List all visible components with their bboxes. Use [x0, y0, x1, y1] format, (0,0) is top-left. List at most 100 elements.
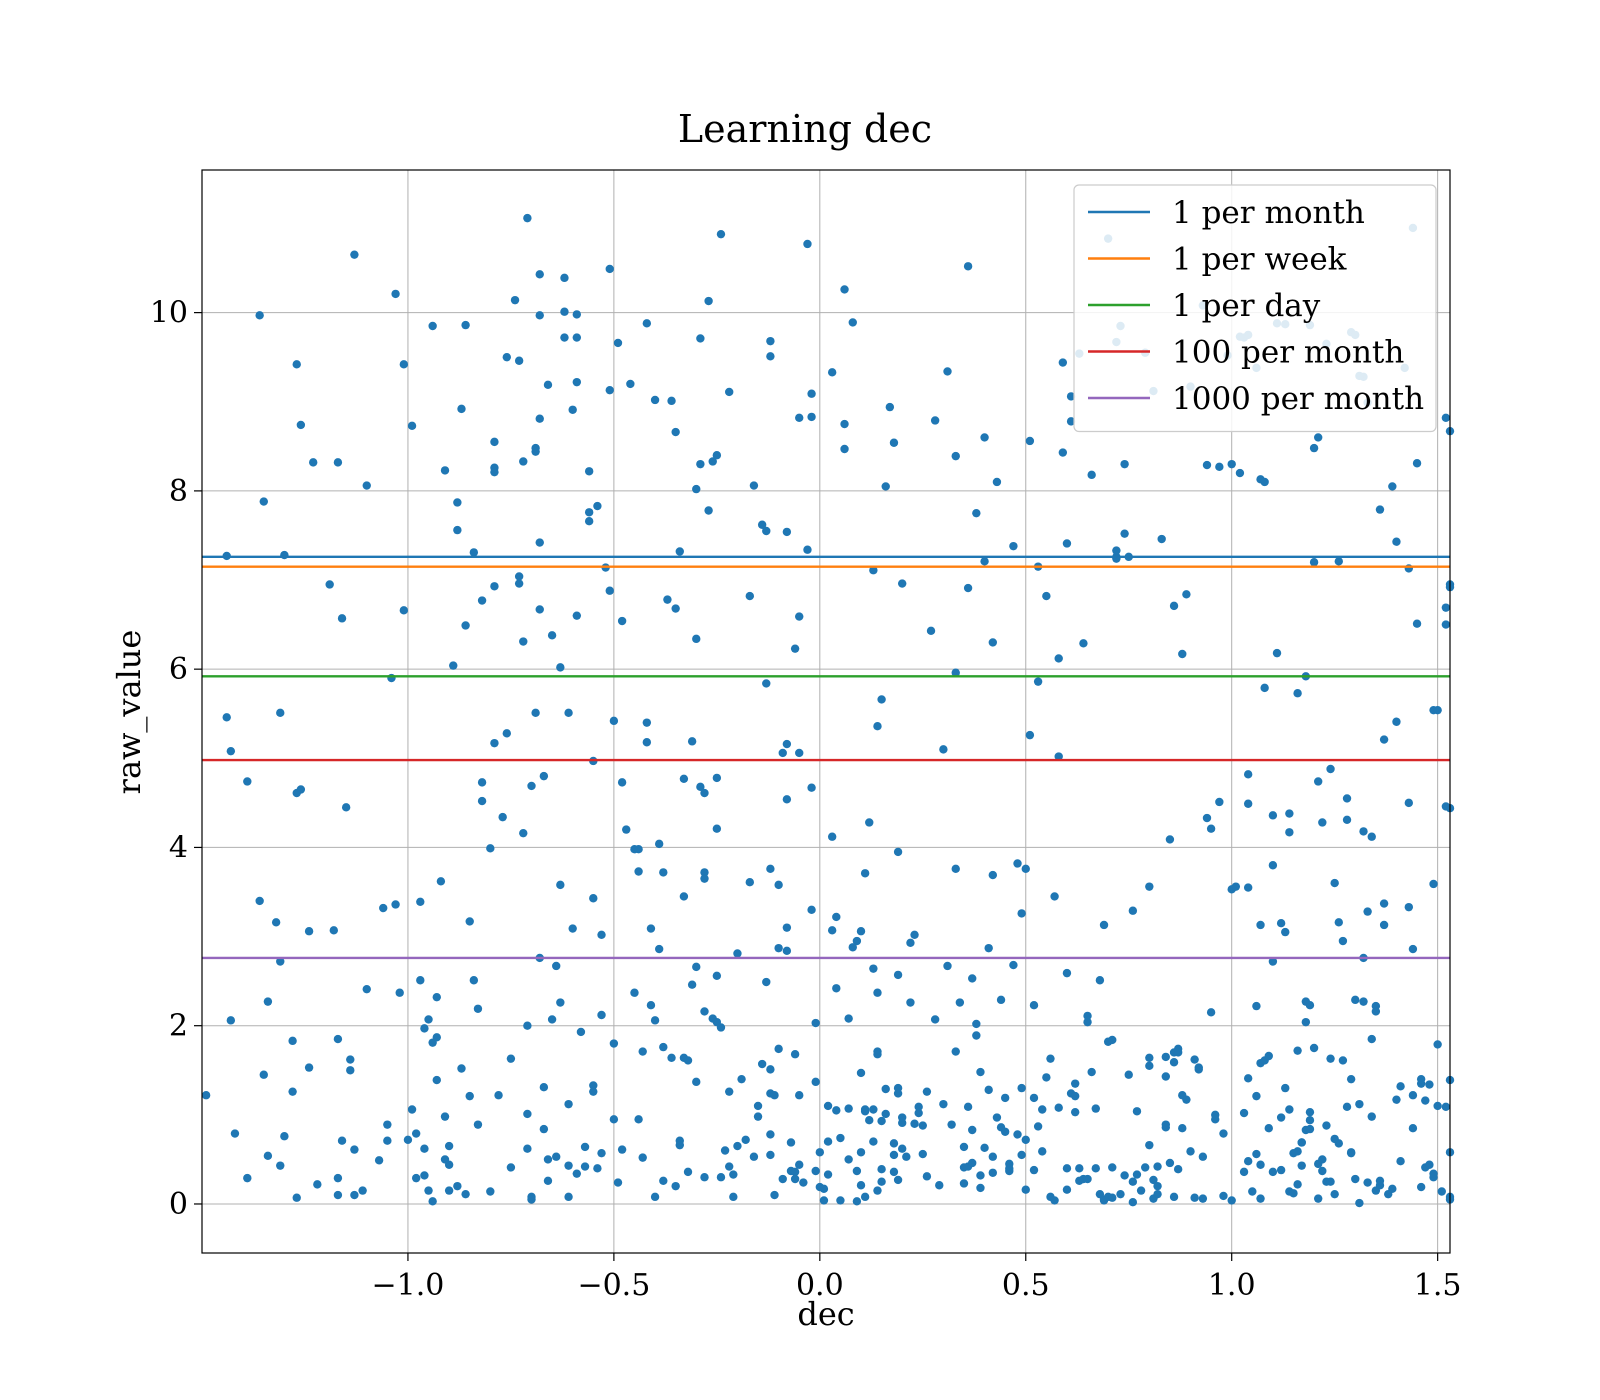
data-point	[1313, 777, 1323, 786]
legend-label: 1 per month	[1172, 195, 1365, 231]
data-point	[597, 930, 606, 939]
data-point	[1128, 1197, 1138, 1207]
data-point	[477, 778, 487, 787]
data-point	[1351, 1174, 1360, 1184]
data-point	[494, 1091, 503, 1100]
data-point	[584, 516, 594, 526]
data-point	[852, 936, 862, 946]
data-point	[1322, 1121, 1331, 1130]
data-point	[881, 1084, 890, 1094]
data-point	[988, 870, 998, 880]
y-tick-label: 2	[169, 1009, 188, 1044]
data-point	[1305, 1124, 1315, 1134]
data-point	[865, 1115, 874, 1125]
data-point	[1108, 1035, 1117, 1045]
data-point	[811, 1018, 820, 1028]
data-point	[795, 1160, 804, 1169]
data-point	[733, 1141, 742, 1151]
data-point	[1408, 944, 1418, 954]
data-point	[1309, 443, 1319, 453]
data-point	[860, 869, 870, 878]
data-point	[725, 387, 734, 397]
data-point	[1128, 1177, 1138, 1186]
data-point	[1120, 1171, 1129, 1180]
data-point	[856, 1068, 866, 1078]
data-point	[1029, 1093, 1039, 1103]
data-point	[968, 1125, 977, 1135]
data-point	[955, 998, 965, 1007]
data-point	[692, 484, 701, 494]
data-point	[288, 1036, 297, 1046]
data-point	[1013, 859, 1022, 868]
data-point	[1392, 537, 1401, 546]
data-point	[1198, 1194, 1208, 1203]
data-point	[486, 844, 495, 853]
data-point	[897, 1144, 907, 1153]
data-point	[1359, 997, 1368, 1006]
data-point	[1054, 654, 1063, 663]
data-point	[1412, 619, 1422, 628]
data-point	[535, 414, 544, 423]
data-point	[589, 1087, 598, 1096]
data-point	[490, 437, 499, 447]
data-point	[852, 1166, 862, 1176]
data-point	[1433, 705, 1442, 715]
data-point	[1046, 1054, 1055, 1063]
data-point	[1429, 879, 1438, 889]
data-point	[889, 438, 899, 447]
data-point	[1108, 1163, 1117, 1172]
data-point	[1416, 1074, 1426, 1084]
data-point	[523, 213, 532, 223]
data-point	[1379, 735, 1389, 744]
data-point	[700, 788, 709, 798]
data-point	[1050, 892, 1059, 901]
data-point	[844, 1155, 853, 1164]
data-point	[255, 896, 264, 906]
data-point	[424, 1015, 433, 1024]
data-point	[407, 421, 417, 431]
data-point	[877, 1165, 886, 1174]
data-point	[1305, 1115, 1315, 1125]
data-point	[523, 1109, 532, 1119]
data-point	[444, 1141, 454, 1151]
data-point	[1326, 1177, 1335, 1186]
data-point	[1425, 1160, 1434, 1169]
data-point	[1145, 1140, 1154, 1150]
data-point	[1243, 799, 1253, 808]
data-point	[1091, 1104, 1100, 1113]
data-point	[807, 905, 816, 915]
data-point	[1132, 1170, 1142, 1179]
data-point	[1009, 541, 1018, 551]
data-point	[1000, 1093, 1010, 1103]
data-point	[795, 413, 804, 422]
data-point	[766, 352, 775, 361]
x-axis-label: dec	[797, 1295, 854, 1333]
data-point	[856, 1148, 866, 1157]
data-point	[556, 663, 565, 672]
data-point	[403, 1135, 413, 1144]
data-point	[572, 611, 582, 620]
data-point	[1021, 1135, 1030, 1144]
data-point	[1318, 1155, 1327, 1164]
data-point	[230, 1129, 240, 1138]
data-point	[304, 1063, 314, 1072]
data-point	[782, 795, 792, 804]
data-point	[1248, 1187, 1257, 1196]
data-point	[1145, 1053, 1154, 1062]
data-point	[1083, 1011, 1092, 1021]
data-point	[519, 828, 528, 838]
data-point	[733, 949, 742, 958]
data-point	[700, 1173, 709, 1182]
data-point	[1091, 1164, 1100, 1173]
data-point	[416, 897, 425, 907]
data-point	[996, 995, 1006, 1005]
data-point	[852, 1197, 862, 1206]
data-point	[506, 1054, 516, 1063]
data-point	[337, 1136, 347, 1145]
x-tick-label: 1.5	[1414, 1268, 1462, 1303]
data-point	[1256, 1160, 1265, 1169]
data-point	[1202, 460, 1212, 470]
data-point	[951, 451, 960, 461]
data-point	[712, 451, 722, 460]
data-point	[762, 679, 771, 688]
